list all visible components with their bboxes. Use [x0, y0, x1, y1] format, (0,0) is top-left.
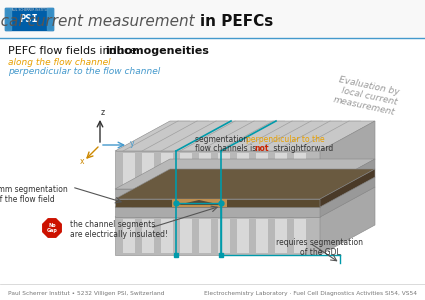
Polygon shape — [275, 153, 287, 187]
Text: y: y — [130, 139, 134, 148]
Polygon shape — [218, 219, 230, 253]
Polygon shape — [115, 207, 320, 217]
Polygon shape — [142, 153, 154, 187]
Polygon shape — [320, 159, 375, 199]
Text: No
Gap: No Gap — [47, 223, 57, 233]
Polygon shape — [218, 153, 230, 187]
Polygon shape — [180, 219, 192, 253]
Polygon shape — [199, 153, 211, 187]
Polygon shape — [177, 200, 222, 205]
Polygon shape — [256, 219, 268, 253]
Polygon shape — [115, 159, 375, 189]
Text: in PEFCs: in PEFCs — [200, 14, 273, 28]
Text: local current measurement: local current measurement — [0, 14, 200, 28]
Polygon shape — [115, 199, 320, 207]
Text: PAUL SCHERRER INSTITUT: PAUL SCHERRER INSTITUT — [10, 8, 48, 12]
Polygon shape — [115, 189, 320, 199]
Text: flow channels is: flow channels is — [195, 144, 259, 153]
Polygon shape — [294, 219, 306, 253]
Text: Evaluation by
local current
measurement: Evaluation by local current measurement — [332, 75, 400, 117]
Text: PEFC flow fields induce: PEFC flow fields induce — [8, 46, 140, 56]
Bar — [5, 8, 53, 30]
Text: not: not — [254, 144, 269, 153]
Polygon shape — [123, 153, 135, 187]
Polygon shape — [142, 219, 154, 253]
Polygon shape — [320, 187, 375, 255]
Polygon shape — [172, 199, 227, 207]
Polygon shape — [115, 169, 375, 199]
Text: the channel segments
are electrically insulated!: the channel segments are electrically in… — [70, 220, 168, 239]
Polygon shape — [123, 219, 135, 253]
Text: along the flow channel: along the flow channel — [8, 58, 111, 67]
Text: segmentation: segmentation — [195, 135, 250, 144]
Polygon shape — [275, 219, 287, 253]
Polygon shape — [199, 219, 211, 253]
Polygon shape — [237, 153, 249, 187]
Polygon shape — [115, 187, 375, 217]
Polygon shape — [320, 177, 375, 217]
Text: Paul Scherrer Institut • 5232 Villigen PSI, Switzerland: Paul Scherrer Institut • 5232 Villigen P… — [8, 290, 164, 296]
Text: x: x — [80, 157, 85, 166]
Polygon shape — [115, 121, 375, 151]
Polygon shape — [294, 153, 306, 187]
Polygon shape — [256, 153, 268, 187]
Text: perpendicular to the flow channel: perpendicular to the flow channel — [8, 67, 160, 76]
Bar — [0, 0, 425, 38]
Polygon shape — [320, 169, 375, 207]
Polygon shape — [115, 151, 320, 189]
Text: sub-mm segmentation
of the flow field: sub-mm segmentation of the flow field — [0, 185, 68, 204]
Polygon shape — [180, 153, 192, 187]
Bar — [47, 8, 53, 30]
Text: PSI: PSI — [20, 14, 38, 24]
Text: z: z — [101, 108, 105, 117]
Bar — [5, 8, 11, 30]
Polygon shape — [237, 219, 249, 253]
Text: straightforward: straightforward — [271, 144, 333, 153]
Polygon shape — [320, 121, 375, 189]
Polygon shape — [115, 177, 375, 207]
Text: Electrochemistry Laboratory · Fuel Cell Diagnostics Activities SI54, VS54: Electrochemistry Laboratory · Fuel Cell … — [204, 290, 417, 296]
Text: perpendicular to the: perpendicular to the — [246, 135, 325, 144]
Polygon shape — [161, 219, 173, 253]
Polygon shape — [115, 217, 320, 255]
Polygon shape — [161, 153, 173, 187]
Text: requires segmentation
of the GDL: requires segmentation of the GDL — [277, 238, 363, 257]
Text: inhomogeneities: inhomogeneities — [105, 46, 209, 56]
